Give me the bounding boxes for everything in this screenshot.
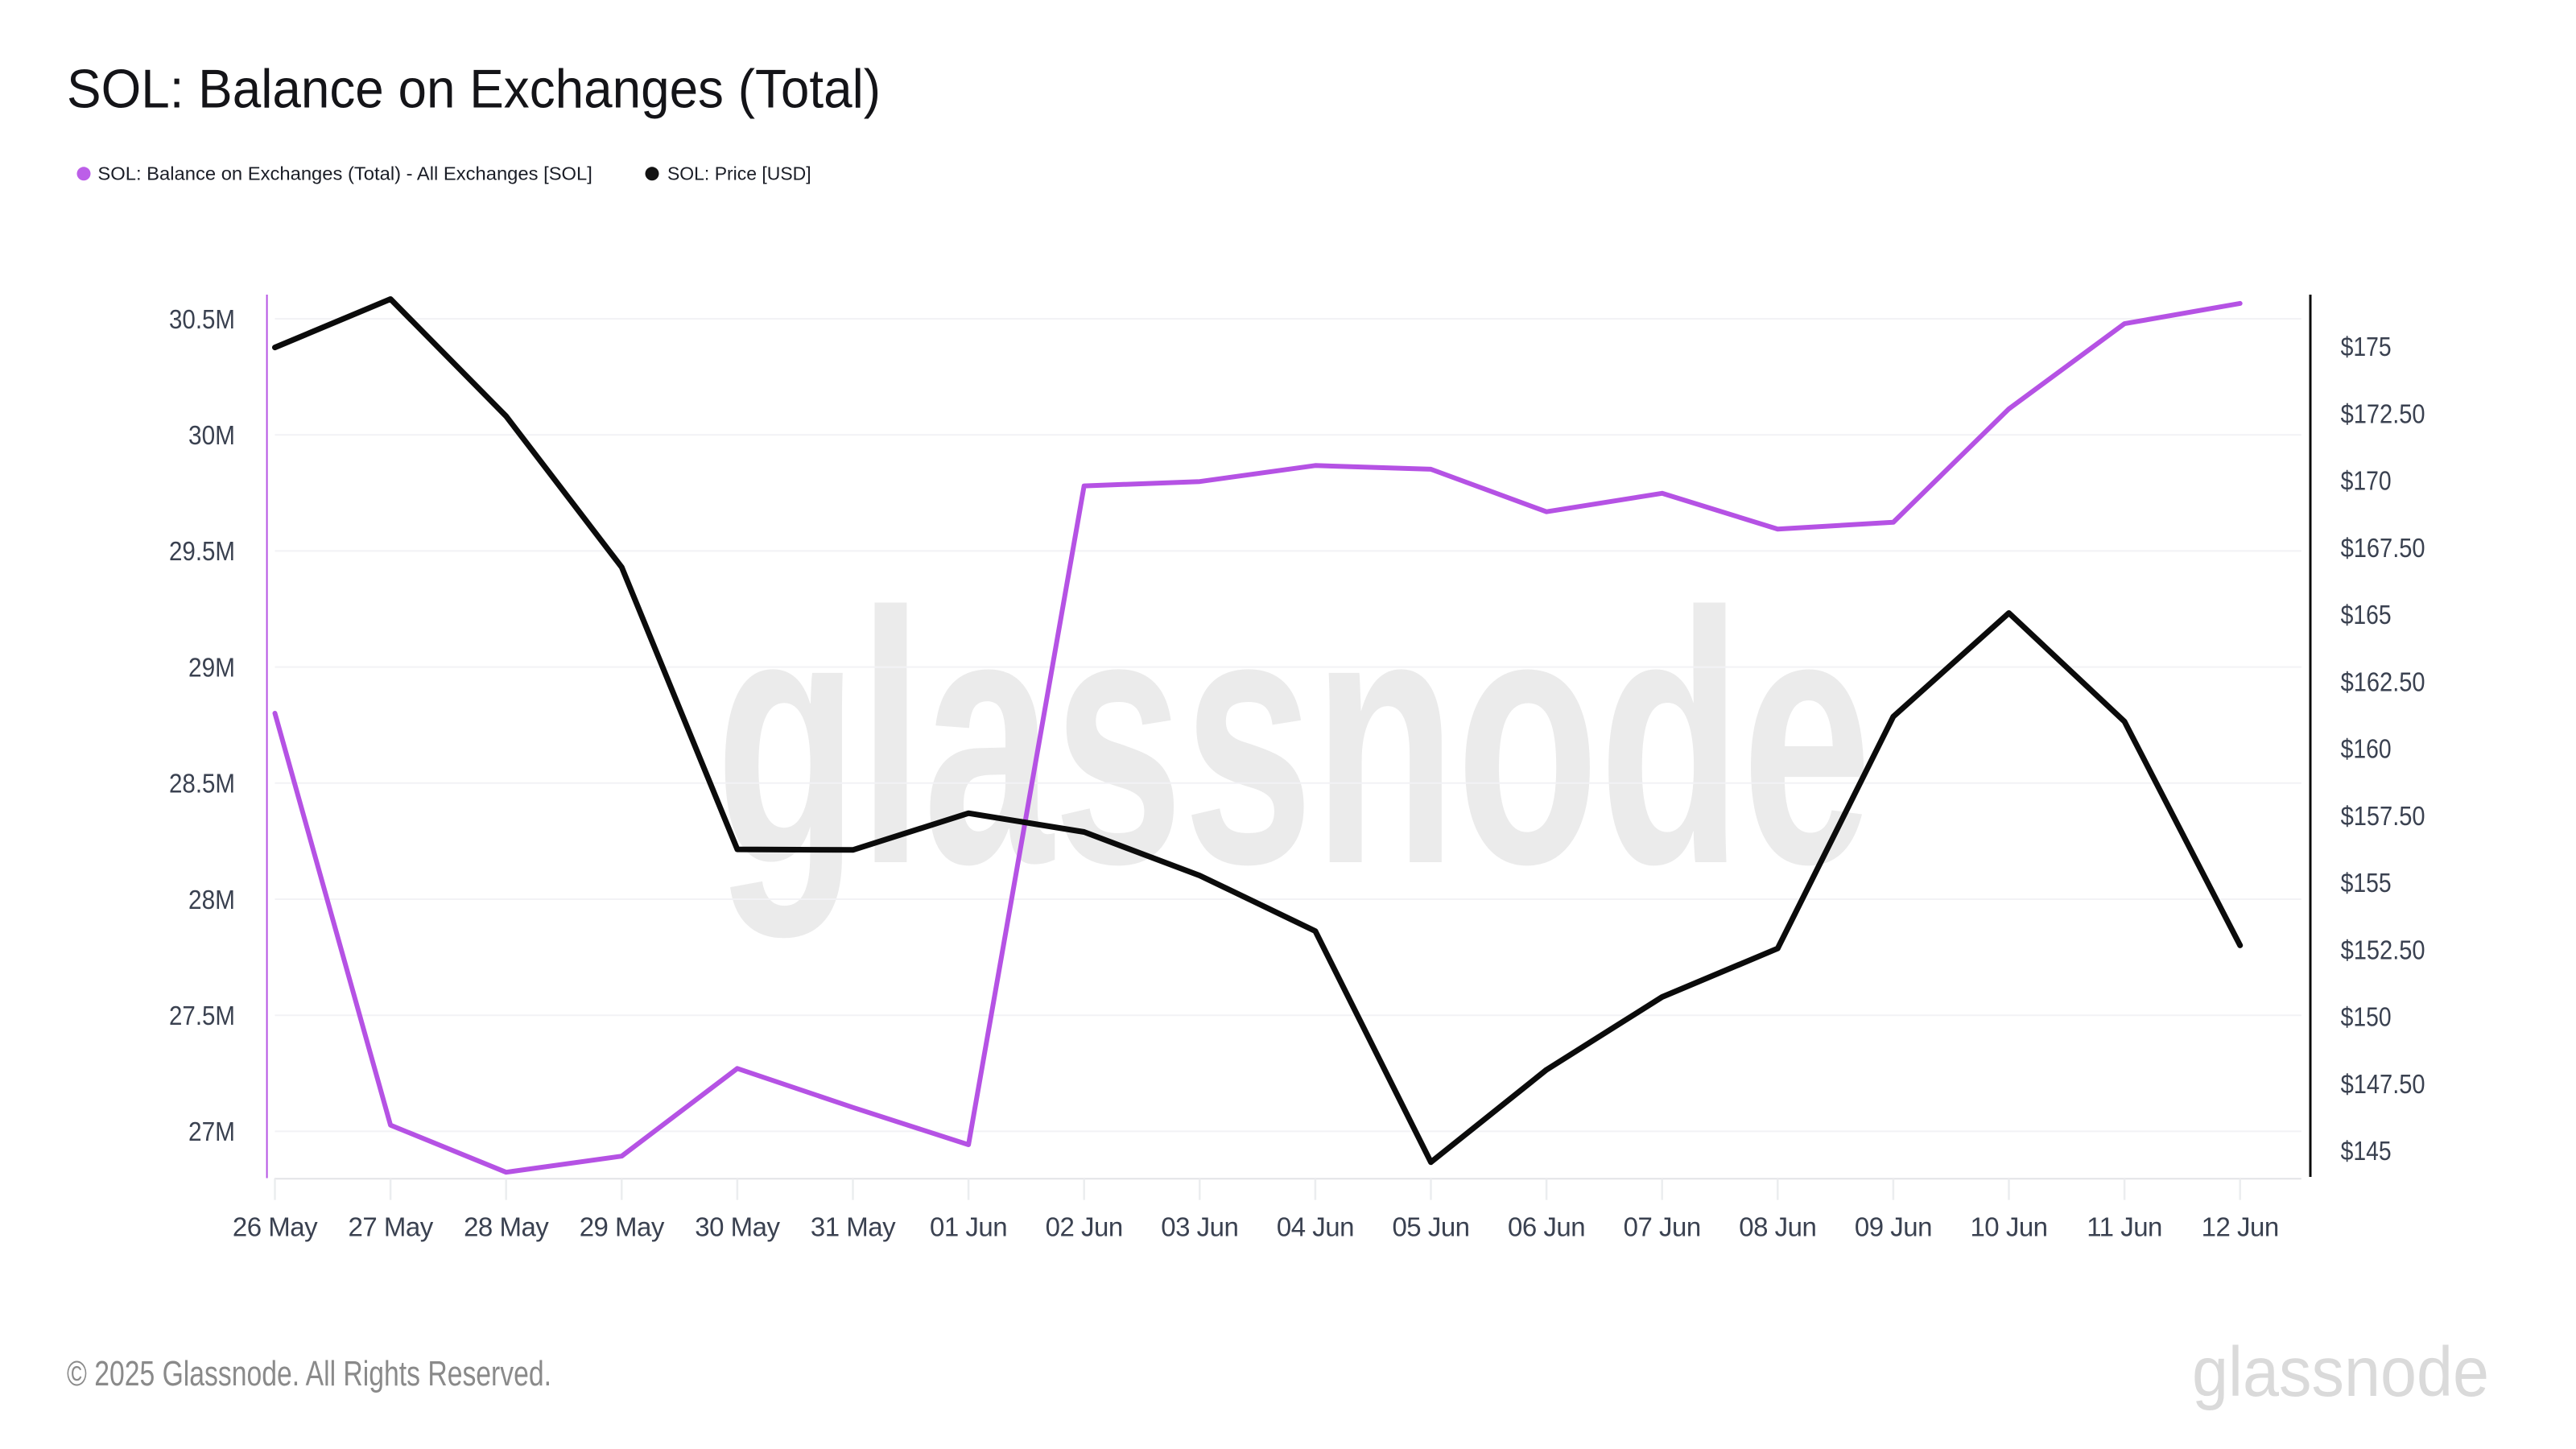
svg-text:SOL: Price [USD]: SOL: Price [USD]: [667, 163, 811, 184]
svg-text:29 May: 29 May: [580, 1212, 665, 1241]
svg-text:SOL: Balance on Exchanges (Tot: SOL: Balance on Exchanges (Total) - All …: [97, 163, 592, 184]
svg-text:07 Jun: 07 Jun: [1624, 1212, 1701, 1241]
svg-text:$155: $155: [2341, 868, 2392, 898]
svg-text:$172.50: $172.50: [2341, 399, 2425, 429]
svg-text:© 2025 Glassnode. All Rights R: © 2025 Glassnode. All Rights Reserved.: [67, 1354, 551, 1393]
svg-text:$147.50: $147.50: [2341, 1069, 2425, 1099]
svg-text:27.5M: 27.5M: [169, 1001, 235, 1030]
svg-text:$152.50: $152.50: [2341, 935, 2425, 965]
svg-text:12 Jun: 12 Jun: [2202, 1212, 2279, 1241]
svg-text:glassnode: glassnode: [716, 538, 1872, 941]
svg-text:08 Jun: 08 Jun: [1739, 1212, 1816, 1241]
svg-text:29M: 29M: [188, 652, 235, 682]
svg-text:04 Jun: 04 Jun: [1277, 1212, 1354, 1241]
svg-text:26 May: 26 May: [233, 1212, 318, 1241]
svg-text:28 May: 28 May: [464, 1212, 549, 1241]
svg-text:$175: $175: [2341, 332, 2392, 361]
svg-text:SOL: Balance on Exchanges (Tot: SOL: Balance on Exchanges (Total): [67, 59, 881, 120]
svg-text:glassnode: glassnode: [2192, 1333, 2489, 1411]
svg-text:$160: $160: [2341, 734, 2392, 764]
svg-text:29.5M: 29.5M: [169, 536, 235, 566]
svg-text:05 Jun: 05 Jun: [1392, 1212, 1469, 1241]
svg-text:$145: $145: [2341, 1136, 2392, 1166]
svg-text:27 May: 27 May: [348, 1212, 433, 1241]
svg-text:06 Jun: 06 Jun: [1508, 1212, 1585, 1241]
svg-text:$157.50: $157.50: [2341, 801, 2425, 831]
svg-text:30 May: 30 May: [695, 1212, 780, 1241]
svg-text:09 Jun: 09 Jun: [1855, 1212, 1932, 1241]
svg-text:$170: $170: [2341, 466, 2392, 496]
svg-text:10 Jun: 10 Jun: [1970, 1212, 2047, 1241]
svg-text:30M: 30M: [188, 420, 235, 450]
svg-text:27M: 27M: [188, 1117, 235, 1146]
svg-text:11 Jun: 11 Jun: [2087, 1212, 2162, 1241]
svg-text:$165: $165: [2341, 600, 2392, 630]
svg-text:$150: $150: [2341, 1002, 2392, 1032]
svg-text:03 Jun: 03 Jun: [1161, 1212, 1238, 1241]
svg-text:31 May: 31 May: [811, 1212, 896, 1241]
svg-text:28M: 28M: [188, 885, 235, 914]
svg-text:$162.50: $162.50: [2341, 667, 2425, 697]
svg-text:30.5M: 30.5M: [169, 304, 235, 334]
svg-text:$167.50: $167.50: [2341, 533, 2425, 563]
svg-text:01 Jun: 01 Jun: [930, 1212, 1007, 1241]
svg-text:28.5M: 28.5M: [169, 769, 235, 799]
svg-text:02 Jun: 02 Jun: [1046, 1212, 1123, 1241]
